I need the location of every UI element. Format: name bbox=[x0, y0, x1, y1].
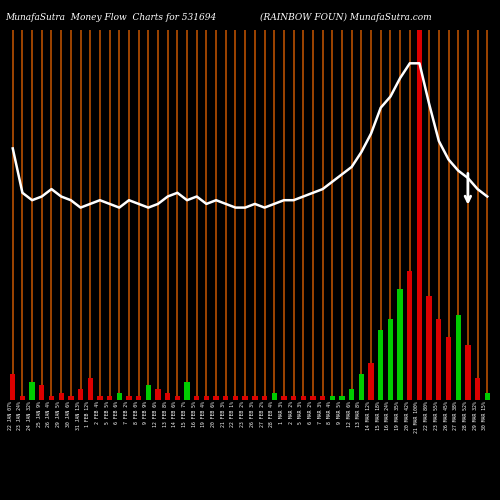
Bar bbox=[368, 363, 374, 400]
Text: MunafaSutra  Money Flow  Charts for 531694: MunafaSutra Money Flow Charts for 531694 bbox=[5, 12, 216, 22]
Bar bbox=[340, 396, 344, 400]
Bar bbox=[320, 396, 326, 400]
Bar bbox=[116, 392, 122, 400]
Bar bbox=[446, 337, 451, 400]
Bar bbox=[475, 378, 480, 400]
Bar bbox=[165, 392, 170, 400]
Bar bbox=[310, 396, 316, 400]
Bar bbox=[349, 389, 354, 400]
Bar bbox=[330, 396, 335, 400]
Bar bbox=[97, 396, 102, 400]
Bar bbox=[194, 396, 200, 400]
Bar bbox=[20, 396, 25, 400]
Bar bbox=[223, 396, 228, 400]
Bar bbox=[204, 396, 209, 400]
Bar bbox=[484, 392, 490, 400]
Bar bbox=[174, 396, 180, 400]
Bar bbox=[398, 289, 403, 400]
Bar bbox=[136, 396, 141, 400]
Bar bbox=[156, 389, 160, 400]
Bar bbox=[407, 270, 412, 400]
Bar bbox=[272, 392, 277, 400]
Bar bbox=[252, 396, 258, 400]
Bar bbox=[78, 389, 83, 400]
Bar bbox=[58, 392, 64, 400]
Bar bbox=[242, 396, 248, 400]
Bar bbox=[281, 396, 286, 400]
Bar bbox=[465, 344, 470, 400]
Bar bbox=[456, 315, 461, 400]
Bar bbox=[233, 396, 238, 400]
Text: (RAINBOW FOUN) MunafaSutra.com: (RAINBOW FOUN) MunafaSutra.com bbox=[260, 12, 432, 22]
Bar bbox=[107, 396, 112, 400]
Bar bbox=[388, 318, 393, 400]
Bar bbox=[214, 396, 219, 400]
Bar bbox=[146, 385, 151, 400]
Bar bbox=[417, 30, 422, 400]
Bar bbox=[39, 385, 44, 400]
Bar bbox=[68, 396, 73, 400]
Bar bbox=[291, 396, 296, 400]
Bar bbox=[126, 396, 132, 400]
Bar bbox=[300, 396, 306, 400]
Bar bbox=[184, 382, 190, 400]
Bar bbox=[88, 378, 93, 400]
Bar bbox=[30, 382, 35, 400]
Bar bbox=[10, 374, 16, 400]
Bar bbox=[262, 396, 267, 400]
Bar bbox=[358, 374, 364, 400]
Bar bbox=[49, 396, 54, 400]
Bar bbox=[426, 296, 432, 400]
Bar bbox=[436, 318, 442, 400]
Bar bbox=[378, 330, 384, 400]
